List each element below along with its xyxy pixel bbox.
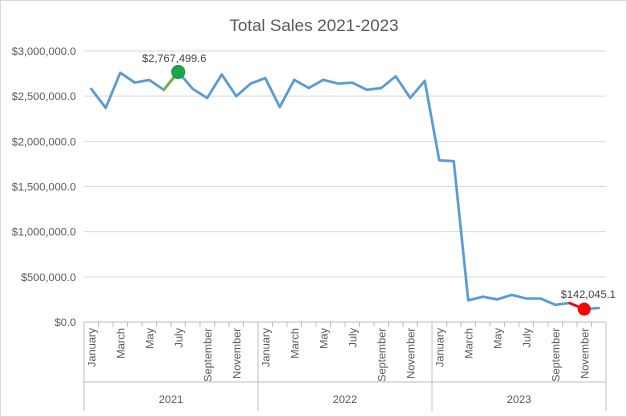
- x-tick-label: July: [173, 328, 185, 348]
- year-label: 2021: [159, 394, 183, 406]
- x-tick-label: September: [550, 328, 562, 382]
- x-tick-label: July: [521, 328, 533, 348]
- min-point-label: $142,045.1: [561, 289, 616, 301]
- x-tick-label: March: [463, 328, 475, 359]
- y-tick-label: $2,000,000.0: [12, 136, 76, 148]
- y-tick-label: $1,500,000.0: [12, 182, 76, 194]
- x-tick-label: November: [405, 328, 417, 379]
- min-point-marker: [577, 302, 591, 316]
- year-label: 2023: [507, 394, 531, 406]
- y-axis: $0.0 $500,000.0 $1,000,000.0 $1,500,000.0 $2…: [12, 46, 76, 329]
- x-tick-label: May: [144, 328, 156, 349]
- x-tick-label: September: [376, 328, 388, 382]
- x-tick-label: July: [347, 328, 359, 348]
- year-label: 2022: [333, 394, 357, 406]
- x-tick-label: March: [115, 328, 127, 359]
- y-tick-label: $2,500,000.0: [12, 91, 76, 103]
- max-point-marker: [171, 65, 186, 80]
- x-tick-label: September: [202, 328, 214, 382]
- x-tick-label: May: [318, 328, 330, 349]
- series-group: [89, 70, 601, 311]
- x-tick-label: May: [492, 328, 504, 349]
- gridlines: [84, 50, 606, 323]
- max-point-label: $2,767,499.6: [142, 53, 206, 65]
- x-tick-label: March: [289, 328, 301, 359]
- y-tick-label: $500,000.0: [21, 272, 76, 284]
- x-axis: January March May July September November Janu…: [83, 321, 607, 411]
- x-tick-label: November: [231, 328, 243, 379]
- x-tick-label: January: [434, 328, 446, 368]
- x-tick-label: January: [260, 328, 272, 368]
- y-tick-label: $3,000,000.0: [12, 46, 76, 58]
- y-tick-label: $0.0: [55, 317, 76, 329]
- series-line: [89, 70, 601, 311]
- chart-title: Total Sales 2021-2023: [229, 16, 398, 35]
- x-tick-label: November: [579, 328, 591, 379]
- x-tick-label: January: [86, 328, 98, 368]
- markers-group: $2,767,499.6 $142,045.1: [142, 53, 616, 316]
- y-tick-label: $1,000,000.0: [12, 227, 76, 239]
